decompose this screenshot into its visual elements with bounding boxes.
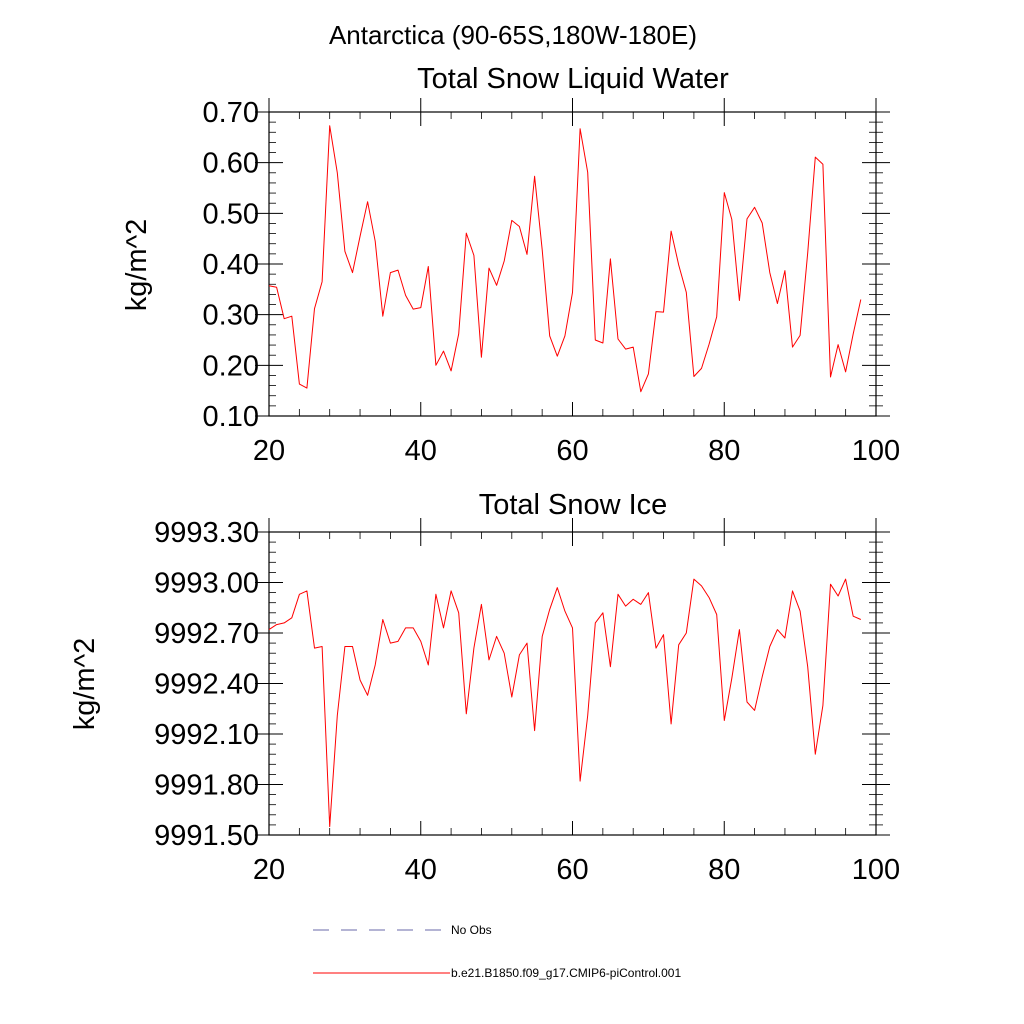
x-tick-label: 100	[852, 435, 900, 467]
y-axis-label: kg/m^2	[121, 219, 153, 312]
y-tick-label: 9993.30	[154, 517, 259, 549]
x-tick-label: 100	[852, 854, 900, 886]
y-tick-label: 0.70	[203, 97, 259, 129]
y-tick-label: 9992.40	[154, 669, 259, 701]
x-tick-label: 80	[708, 435, 740, 467]
plot-frame	[268, 531, 877, 836]
chart-title: Total Snow Ice	[479, 489, 668, 521]
y-tick-label: 9992.70	[154, 618, 259, 650]
panel-snow-liquid-water: Total Snow Liquid Water kg/m^2 20 40 60 80 1…	[121, 63, 900, 467]
y-tick-label: 9992.10	[154, 719, 259, 751]
x-tick-label: 40	[405, 435, 437, 467]
y-tick-label: 0.60	[203, 148, 259, 180]
chart-title: Total Snow Liquid Water	[417, 63, 729, 95]
series-line	[268, 125, 862, 393]
x-tick-label: 80	[708, 854, 740, 886]
y-tick-label: 9993.00	[154, 568, 259, 600]
x-tick-label: 60	[556, 435, 588, 467]
figure-title: Antarctica (90-65S,180W-180E)	[329, 20, 697, 50]
y-tick-label: 0.50	[203, 198, 259, 230]
plot-frame	[268, 111, 877, 417]
y-tick-label: 9991.80	[154, 770, 259, 802]
legend: No Obs b.e21.B1850.f09_g17.CMIP6-piContr…	[313, 923, 681, 980]
legend-label-no-obs: No Obs	[451, 923, 492, 937]
x-tick-label: 20	[253, 435, 285, 467]
panel-snow-ice: Total Snow Ice kg/m^2 20 40 60 80 100 9991.50…	[69, 489, 900, 886]
x-tick-label: 40	[405, 854, 437, 886]
y-tick-label: 0.20	[203, 350, 259, 382]
y-tick-label: 9991.50	[154, 820, 259, 852]
y-axis-label: kg/m^2	[69, 638, 101, 731]
y-tick-label: 0.10	[203, 401, 259, 433]
x-tick-label: 60	[556, 854, 588, 886]
x-tick-label: 20	[253, 854, 285, 886]
y-tick-label: 0.30	[203, 300, 259, 332]
legend-label-model: b.e21.B1850.f09_g17.CMIP6-piControl.001	[451, 966, 681, 980]
y-tick-label: 0.40	[203, 249, 259, 281]
series-line	[268, 578, 861, 828]
